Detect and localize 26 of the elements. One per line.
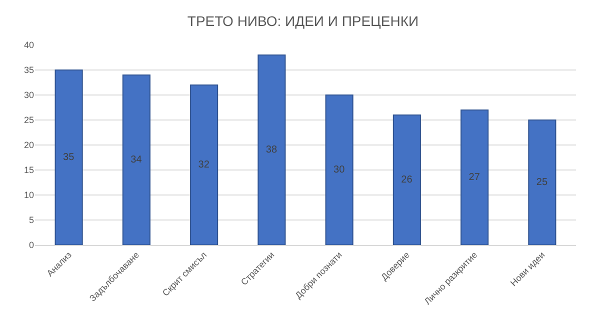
y-tick-label: 10 — [24, 190, 34, 200]
bar — [460, 110, 489, 245]
data-label: 26 — [401, 174, 413, 186]
y-tick-label: 30 — [24, 90, 34, 100]
bar — [258, 54, 286, 245]
data-label: 38 — [266, 144, 278, 156]
data-label: 35 — [63, 152, 75, 163]
bar — [190, 84, 218, 245]
bar — [392, 114, 421, 245]
data-label: 25 — [536, 177, 548, 188]
chart-title: ТРЕТО НИВО: ИДЕИ И ПРЕЦЕНКИ — [187, 13, 419, 30]
y-tick-label: 0 — [28, 240, 34, 250]
bar — [325, 94, 354, 245]
bar — [54, 70, 83, 245]
y-tick-label: 25 — [24, 115, 34, 126]
y-tick-label: 35 — [24, 65, 34, 76]
y-tick-label: 15 — [24, 165, 34, 176]
data-label: 34 — [130, 154, 142, 166]
data-label: 27 — [468, 172, 480, 183]
y-tick-label: 20 — [24, 140, 34, 150]
y-tick-label: 40 — [24, 40, 34, 50]
bar — [528, 120, 556, 245]
data-label: 32 — [198, 160, 210, 170]
data-label: 30 — [334, 164, 346, 176]
y-tick-label: 5 — [28, 215, 34, 226]
bar — [122, 74, 150, 245]
